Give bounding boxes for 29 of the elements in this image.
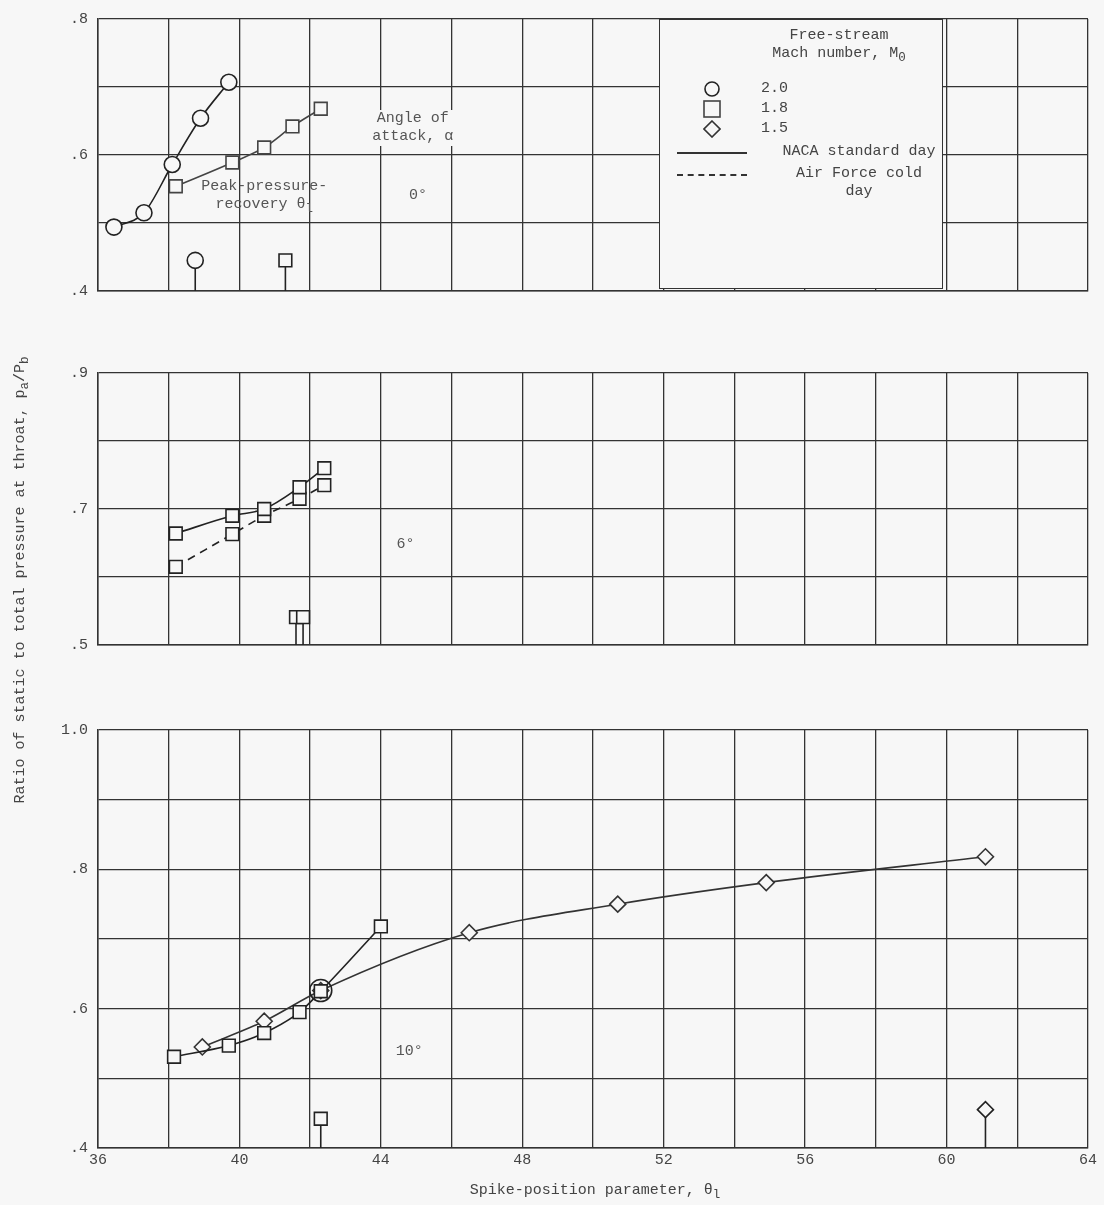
annotation: Air Force cold day — [795, 165, 923, 201]
y-tick-label: 1.0 — [60, 721, 88, 739]
y-tick-label: .8 — [69, 861, 88, 879]
x-axis-title: Spike-position parameter, θ$_{l}$ — [468, 1182, 722, 1202]
y-tick-label: .9 — [69, 364, 88, 382]
text: 2.0 — [761, 80, 789, 98]
y-tick-label: .6 — [69, 1000, 88, 1018]
text: 1.5 — [761, 120, 789, 137]
x-tick-label: 44 — [371, 1151, 390, 1169]
legend-title: Free-stream Mach number, M$_{0}$ — [771, 27, 907, 67]
x-tick-label: 48 — [513, 1151, 532, 1169]
y-tick-label: .8 — [69, 10, 88, 28]
y-tick-label: .4 — [69, 1139, 88, 1157]
x-tick-label: 40 — [230, 1151, 249, 1169]
y-tick-label: .5 — [69, 636, 88, 654]
annotation: 6° — [395, 536, 416, 555]
y-tick-label: .4 — [69, 282, 88, 300]
x-tick-label: 36 — [88, 1151, 108, 1169]
x-tick-label: 52 — [654, 1151, 673, 1169]
annotation: 0° — [407, 186, 428, 205]
y-tick-label: .7 — [69, 500, 88, 518]
x-tick-label: 60 — [937, 1151, 956, 1169]
annotation: NACA standard day — [781, 143, 937, 161]
x-tick-label: 56 — [796, 1151, 815, 1169]
x-tick-label: 64 — [1078, 1151, 1098, 1169]
text: 1.8 — [761, 100, 789, 118]
annotation: 10° — [394, 1042, 424, 1061]
annotation: Angle of attack, α — [362, 109, 463, 146]
y-tick-label: .6 — [69, 146, 88, 164]
